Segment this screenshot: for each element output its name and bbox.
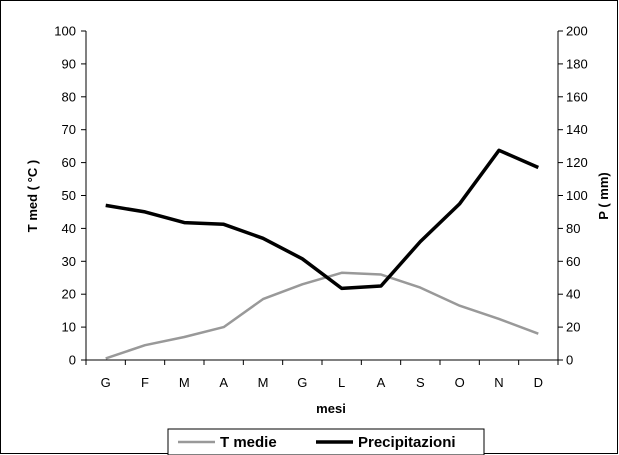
y-left-tick-label: 30 bbox=[62, 254, 76, 269]
y-right-tick-label: 160 bbox=[566, 89, 588, 104]
x-tick-label: O bbox=[455, 375, 465, 390]
y-axis-left-title: T med ( °C ) bbox=[25, 160, 40, 232]
y-axis-right-title: P ( mm) bbox=[596, 172, 611, 219]
y-left-tick-label: 60 bbox=[62, 155, 76, 170]
y-left-tick-label: 10 bbox=[62, 320, 76, 335]
y-right-tick-label: 40 bbox=[566, 287, 580, 302]
x-tick-label: F bbox=[141, 375, 149, 390]
y-left-tick-label: 0 bbox=[69, 353, 76, 368]
y-right-tick-label: 120 bbox=[566, 155, 588, 170]
x-tick-label: G bbox=[101, 375, 111, 390]
right-axis-ticks: 0 20 40 60 80 100 120 140 160 180 200 bbox=[558, 24, 588, 368]
y-left-tick-label: 50 bbox=[62, 188, 76, 203]
x-tick-label: D bbox=[534, 375, 543, 390]
y-left-tick-label: 80 bbox=[62, 89, 76, 104]
legend-label-precipitazioni: Precipitazioni bbox=[358, 434, 456, 451]
y-right-tick-label: 20 bbox=[566, 320, 580, 335]
series-lines bbox=[105, 148, 540, 360]
y-right-tick-label: 0 bbox=[566, 353, 573, 368]
y-right-tick-label: 200 bbox=[566, 24, 588, 39]
x-tick-label: L bbox=[338, 375, 345, 390]
y-left-tick-label: 70 bbox=[62, 122, 76, 137]
y-left-tick-label: 20 bbox=[62, 287, 76, 302]
x-tick-label: A bbox=[377, 375, 386, 390]
series-line-precipitazioni bbox=[105, 148, 540, 291]
y-left-tick-label: 100 bbox=[54, 24, 76, 39]
y-right-tick-label: 100 bbox=[566, 188, 588, 203]
y-right-tick-label: 60 bbox=[566, 254, 580, 269]
legend-label-t-medie: T medie bbox=[220, 434, 277, 451]
x-tick-label: G bbox=[297, 375, 307, 390]
x-tick-label: N bbox=[494, 375, 503, 390]
y-right-tick-label: 140 bbox=[566, 122, 588, 137]
y-left-tick-label: 40 bbox=[62, 221, 76, 236]
x-tick-label: S bbox=[416, 375, 425, 390]
left-axis-ticks: 0 10 20 30 40 50 60 70 80 90 100 bbox=[54, 24, 86, 368]
x-tick-label: M bbox=[179, 375, 190, 390]
x-tick-label: A bbox=[219, 375, 228, 390]
series-line-t-medie bbox=[105, 271, 539, 360]
x-tick-label: M bbox=[258, 375, 269, 390]
x-axis-title: mesi bbox=[316, 401, 346, 416]
y-right-tick-label: 180 bbox=[566, 56, 588, 71]
y-right-tick-label: 80 bbox=[566, 221, 580, 236]
legend: T medie Precipitazioni bbox=[167, 428, 485, 455]
y-left-tick-label: 90 bbox=[62, 56, 76, 71]
